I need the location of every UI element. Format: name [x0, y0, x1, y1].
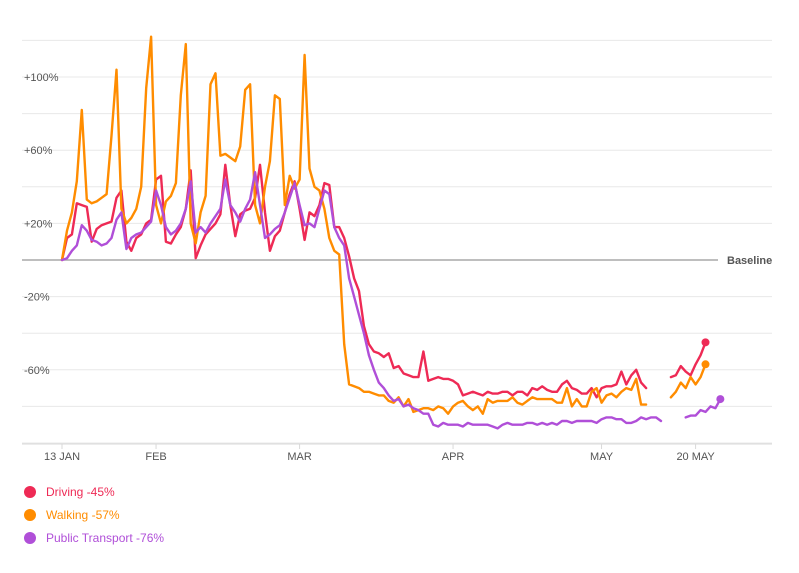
x-tick-label: APR — [442, 451, 465, 463]
walking-dot-icon — [24, 508, 36, 521]
series-endpoint-driving — [701, 338, 710, 347]
y-tick-label: +60% — [24, 145, 53, 157]
x-tick-label: 13 JAN — [44, 451, 80, 463]
legend-item-driving[interactable]: Driving -45% — [24, 480, 164, 503]
legend-label-driving: Driving -45% — [46, 484, 115, 499]
endpoint-layer — [701, 338, 725, 404]
y-tick-label: -20% — [24, 292, 50, 304]
baseline-label: Baseline — [727, 255, 772, 267]
series-line-public-transport — [60, 171, 722, 430]
legend-label-walking: Walking -57% — [46, 507, 120, 522]
x-tick-label: MAR — [287, 451, 312, 463]
legend-item-public-transport[interactable]: Public Transport -76% — [24, 526, 164, 549]
x-tick-label: MAY — [590, 451, 614, 463]
series-layer — [60, 35, 722, 430]
y-tick-label: +100% — [24, 72, 59, 84]
series-endpoint-public-transport — [716, 395, 725, 404]
label-layer: Baseline +100% +60% +20% -20% -60% 13 JAN FEB MA… — [24, 72, 772, 463]
series-line-driving — [60, 163, 707, 399]
chart-legend: Driving -45% Walking -57% Public Transpo… — [24, 480, 164, 549]
x-tick-label: 20 MAY — [676, 451, 715, 463]
series-line-walking — [60, 35, 707, 415]
legend-item-walking[interactable]: Walking -57% — [24, 503, 164, 526]
series-endpoint-walking — [701, 360, 710, 369]
legend-label-public-transport: Public Transport -76% — [46, 530, 165, 545]
driving-dot-icon — [24, 485, 36, 498]
public-transport-dot-icon — [24, 531, 36, 544]
x-tick-label: FEB — [145, 451, 166, 463]
y-tick-label: -60% — [24, 365, 50, 377]
y-tick-label: +20% — [24, 218, 53, 230]
line-chart: Baseline +100% +60% +20% -20% -60% 13 JAN FEB MA… — [22, 35, 772, 463]
